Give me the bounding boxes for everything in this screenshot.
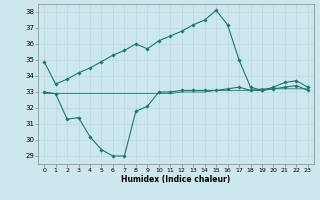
X-axis label: Humidex (Indice chaleur): Humidex (Indice chaleur)	[121, 175, 231, 184]
